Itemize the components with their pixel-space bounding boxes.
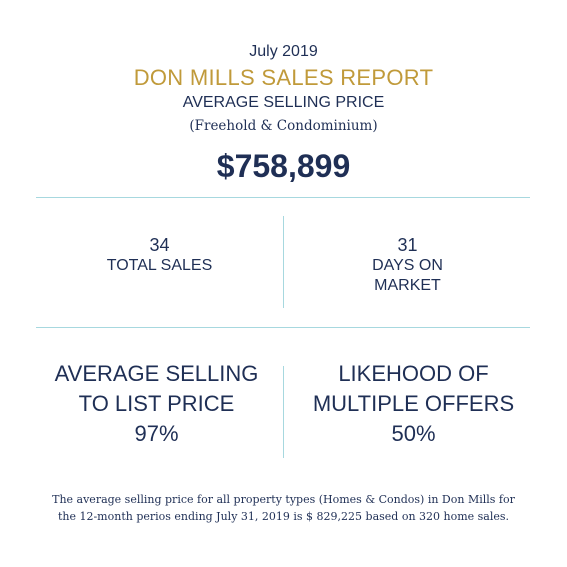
average-selling-price: $758,899	[216, 148, 351, 184]
days-on-market-label-line1: DAYS ON	[372, 257, 443, 274]
multiple-offers-line1: LIKEHOOD OF	[338, 361, 489, 386]
divider-top	[36, 197, 530, 198]
footnote: The average selling price for all proper…	[40, 491, 527, 525]
days-on-market-label-line2: MARKET	[374, 277, 441, 294]
total-sales-label: TOTAL SALES	[106, 257, 213, 274]
multiple-offers-value: 50%	[391, 421, 436, 446]
report-title: DON MILLS SALES REPORT	[133, 65, 434, 90]
multiple-offers-line2: MULTIPLE OFFERS	[312, 391, 515, 416]
selling-to-list-line1: AVERAGE SELLING	[54, 361, 259, 386]
multiple-offers-stat: LIKEHOOD OF MULTIPLE OFFERS 50%	[285, 359, 542, 449]
divider-vertical-top	[283, 216, 284, 308]
selling-to-list-stat: AVERAGE SELLING TO LIST PRICE 97%	[30, 359, 283, 449]
divider-vertical-bottom	[283, 366, 284, 458]
property-type-note: (Freehold & Condominium)	[189, 118, 378, 134]
selling-to-list-value: 97%	[134, 421, 179, 446]
total-sales-value: 34	[149, 235, 170, 255]
footnote-line1: The average selling price for all proper…	[52, 493, 515, 506]
report-month: July 2019	[249, 43, 318, 60]
report-subtitle: AVERAGE SELLING PRICE	[182, 94, 385, 111]
total-sales-stat: 34 TOTAL SALES	[36, 234, 283, 276]
selling-to-list-line2: TO LIST PRICE	[78, 391, 235, 416]
divider-middle	[36, 327, 530, 328]
footnote-line2: the 12-month perios ending July 31, 2019…	[57, 510, 510, 523]
days-on-market-stat: 31 DAYS ON MARKET	[285, 234, 530, 296]
days-on-market-value: 31	[397, 235, 418, 255]
